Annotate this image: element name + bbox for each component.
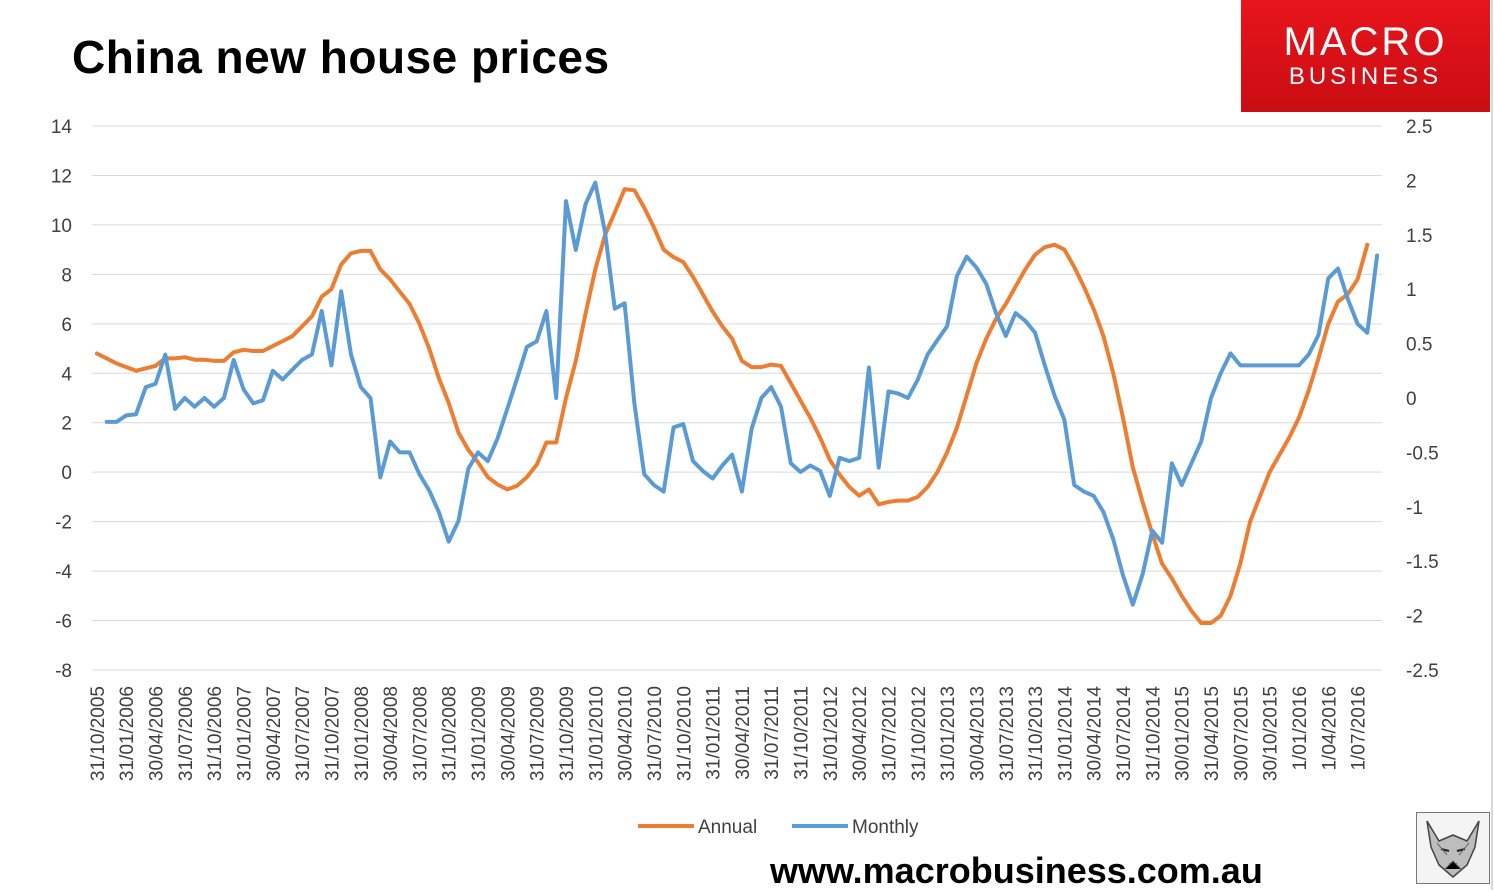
x-tick-label: 31/07/2013 <box>997 686 1018 781</box>
x-tick-label: 30/01/2015 <box>1173 686 1194 781</box>
x-tick-label: 31/07/2010 <box>645 686 666 781</box>
right-tick-label: -1 <box>1406 498 1423 519</box>
x-tick-label: 30/04/2006 <box>147 686 168 781</box>
right-tick-label: -2.5 <box>1406 661 1439 682</box>
x-tick-label: 31/10/2007 <box>322 686 343 781</box>
frame-border <box>1491 0 1493 890</box>
x-tick-label: 31/01/2012 <box>821 686 842 781</box>
x-tick-label: 31/01/2013 <box>938 686 959 781</box>
right-tick-label: 1.5 <box>1406 226 1432 247</box>
x-tick-label: 31/10/2009 <box>557 686 578 781</box>
x-tick-label: 31/01/2011 <box>704 686 725 780</box>
x-tick-label: 30/04/2013 <box>967 686 988 781</box>
series-line-annual <box>94 187 1370 625</box>
series-layer <box>94 180 1380 625</box>
left-tick-label: -6 <box>55 612 72 633</box>
left-y-axis: 14 12 10 8 6 4 2 0 -2 -4 -6 -8 <box>51 117 73 682</box>
x-tick-label: 31/01/2006 <box>117 686 138 781</box>
x-tick-label: 31/07/2012 <box>879 686 900 781</box>
x-tick-label: 31/10/2014 <box>1143 686 1164 782</box>
x-tick-label: 31/01/2014 <box>1055 686 1076 782</box>
logo-line-1: MACRO <box>1283 20 1448 64</box>
x-tick-label: 31/07/2007 <box>293 686 314 781</box>
x-tick-label: 31/01/2007 <box>234 686 255 781</box>
x-tick-label: 31/10/2012 <box>909 686 930 781</box>
x-tick-label: 31/04/2015 <box>1202 686 1223 781</box>
left-tick-label: 2 <box>61 414 72 435</box>
left-tick-label: -8 <box>55 661 72 682</box>
x-tick-label: 31/10/2011 <box>792 686 813 780</box>
series-line-monthly <box>104 180 1380 607</box>
right-tick-label: 2.5 <box>1406 117 1432 138</box>
left-tick-label: -4 <box>55 562 72 583</box>
x-tick-label: 31/10/2006 <box>205 686 226 781</box>
x-tick-label: 30/04/2008 <box>381 686 402 781</box>
logo-line-2: BUSINESS <box>1288 63 1443 90</box>
x-tick-label: 30/04/2012 <box>850 686 871 781</box>
left-tick-label: 10 <box>51 216 72 237</box>
x-axis: 31/10/2005 31/01/2006 30/04/2006 31/07/2006… <box>88 686 1370 782</box>
legend-label-monthly: Monthly <box>852 817 919 838</box>
x-tick-label: 31/07/2014 <box>1114 686 1135 782</box>
right-tick-label: 2 <box>1406 171 1417 192</box>
x-tick-label: 31/07/2011 <box>762 686 783 780</box>
x-tick-label: 31/10/2005 <box>88 686 109 781</box>
right-tick-label: 1 <box>1406 280 1417 301</box>
x-tick-label: 31/10/2010 <box>674 686 695 781</box>
x-tick-label: 31/01/2008 <box>352 686 373 781</box>
x-tick-label: 31/07/2008 <box>410 686 431 781</box>
x-tick-label: 30/04/2007 <box>264 686 285 781</box>
right-tick-label: -0.5 <box>1406 443 1439 464</box>
left-tick-label: 12 <box>51 166 72 187</box>
x-tick-label: 31/01/2009 <box>469 686 490 781</box>
right-y-axis: 2.5 2 1.5 1 0.5 0 -0.5 -1 -1.5 -2 -2.5 <box>1406 117 1439 682</box>
brand-logo: MACRO BUSINESS <box>1241 0 1490 112</box>
right-tick-label: -2 <box>1406 607 1423 628</box>
left-tick-label: 14 <box>51 117 73 138</box>
left-tick-label: 4 <box>61 364 72 385</box>
grid-lines <box>92 125 1382 671</box>
right-tick-label: -1.5 <box>1406 552 1439 573</box>
left-tick-label: 6 <box>61 315 72 336</box>
legend: Annual Monthly <box>638 817 919 838</box>
x-tick-label: 31/10/2013 <box>1026 686 1047 781</box>
x-tick-label: 31/07/2009 <box>528 686 549 781</box>
x-tick-label: 30/04/2011 <box>733 686 754 780</box>
left-tick-label: 0 <box>61 463 72 484</box>
x-tick-label: 30/04/2010 <box>616 686 637 781</box>
x-tick-label: 31/07/2006 <box>176 686 197 781</box>
site-url: www.macrobusiness.com.au <box>770 850 1263 891</box>
x-tick-label: 31/01/2010 <box>586 686 607 781</box>
wolf-icon <box>1416 812 1490 884</box>
x-tick-label: 1/01/2016 <box>1290 686 1311 771</box>
chart-title: China new house prices <box>72 31 610 83</box>
legend-label-annual: Annual <box>698 817 757 838</box>
x-tick-label: 30/07/2015 <box>1231 686 1252 781</box>
x-tick-label: 1/07/2016 <box>1349 686 1370 771</box>
x-tick-label: 30/04/2009 <box>498 686 519 781</box>
x-tick-label: 30/10/2015 <box>1261 686 1282 781</box>
left-tick-label: 8 <box>61 265 72 286</box>
x-tick-label: 30/04/2014 <box>1085 686 1106 782</box>
left-tick-label: -2 <box>55 513 72 534</box>
right-tick-label: 0.5 <box>1406 335 1432 356</box>
right-tick-label: 0 <box>1406 389 1417 410</box>
x-tick-label: 31/10/2008 <box>440 686 461 781</box>
x-tick-label: 1/04/2016 <box>1319 686 1340 771</box>
